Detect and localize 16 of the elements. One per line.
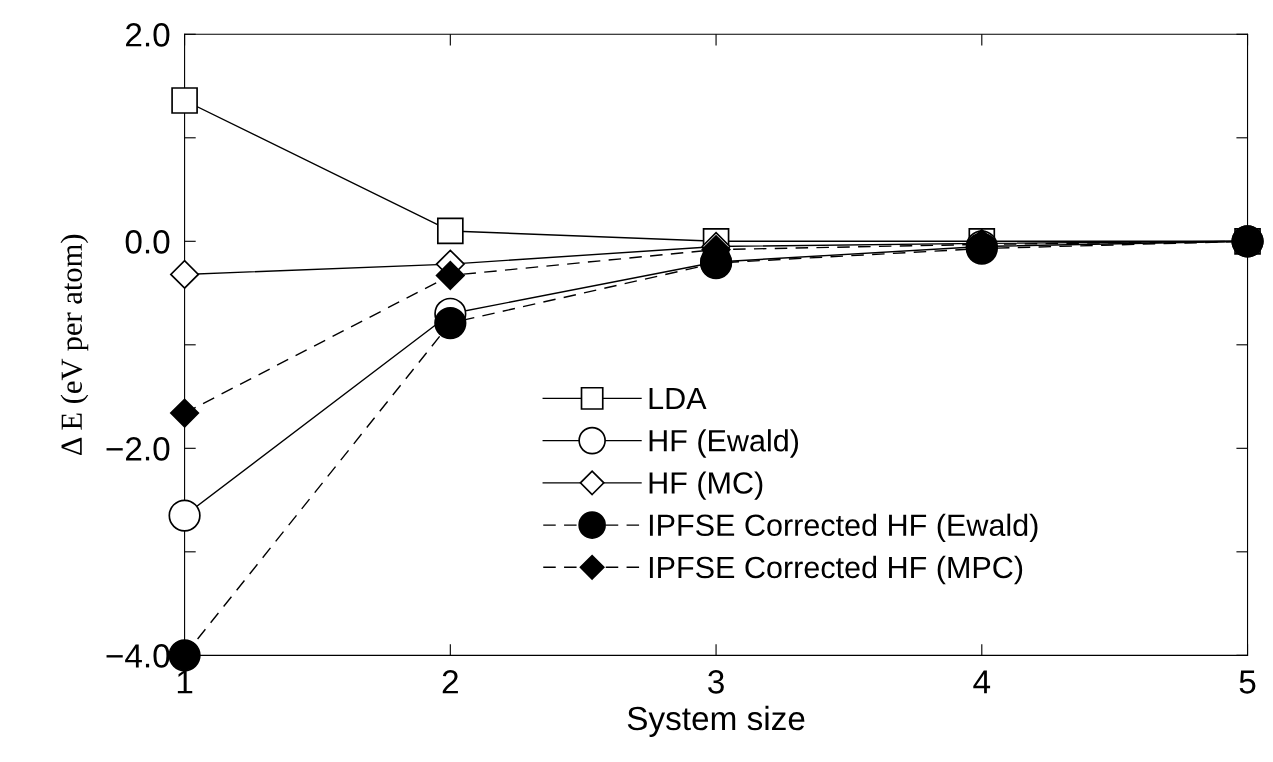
x-tick-label: 5 bbox=[1239, 670, 1256, 694]
y-tick-label: 0.0 bbox=[125, 230, 170, 254]
y-tick-label: 2.0 bbox=[126, 23, 170, 47]
x-tick-label: 4 bbox=[973, 670, 991, 694]
y-tick-label: −2.0 bbox=[106, 437, 170, 461]
legend-label: IPFSE Corrected HF (MPC) bbox=[649, 555, 1023, 585]
y-axis-title: Δ E (eV per atom) bbox=[60, 234, 89, 456]
x-tick-label: 2 bbox=[442, 670, 458, 694]
legend-label: HF (Ewald) bbox=[649, 429, 799, 458]
x-tick-label: 3 bbox=[708, 670, 724, 694]
x-axis-title: System size bbox=[627, 705, 805, 737]
legend-label: LDA bbox=[649, 388, 707, 410]
legend-label: IPFSE Corrected HF (Ewald) bbox=[649, 513, 1038, 543]
x-tick-label: 1 bbox=[177, 670, 193, 694]
y-tick-label: −4.0 bbox=[106, 644, 170, 668]
legend-label: HF (MC) bbox=[649, 471, 763, 500]
